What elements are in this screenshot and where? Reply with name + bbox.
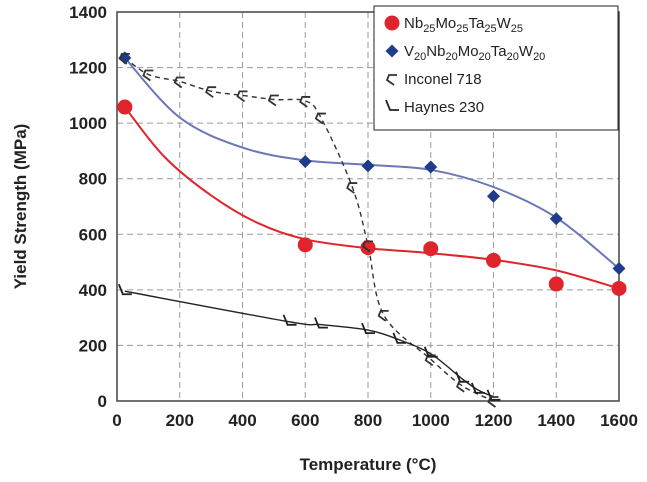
circle-marker (298, 237, 313, 252)
y-tick-label: 0 (98, 392, 107, 411)
check-marker (472, 383, 485, 393)
circle-marker (549, 277, 564, 292)
x-tick-label: 600 (291, 411, 319, 430)
y-tick-label: 1000 (69, 114, 107, 133)
fit-curve (125, 107, 619, 289)
diamond-marker (362, 159, 375, 172)
y-tick-label: 200 (79, 336, 107, 355)
x-tick-label: 400 (228, 411, 256, 430)
y-tick-labels: 0 200 400 600 800 1000 1200 1400 (69, 3, 107, 411)
circle-marker (117, 100, 132, 115)
check-marker (456, 372, 469, 382)
hook-marker (143, 71, 153, 81)
diamond-marker (299, 155, 312, 168)
y-tick-label: 600 (79, 225, 107, 244)
y-tick-label: 400 (79, 281, 107, 300)
hook-marker (206, 87, 216, 97)
x-tick-label: 1400 (537, 411, 575, 430)
circle-marker (486, 253, 501, 268)
y-axis-title: Yield Strength (MPa) (11, 124, 30, 290)
legend-label: Haynes 230 (404, 99, 484, 116)
x-tick-label: 1600 (600, 411, 638, 430)
circle-marker (385, 16, 400, 31)
x-tick-label: 200 (166, 411, 194, 430)
circle-marker (612, 281, 627, 296)
hook-marker (457, 382, 467, 392)
y-tick-label: 1400 (69, 3, 107, 22)
x-tick-label: 0 (112, 411, 121, 430)
y-tick-label: 800 (79, 170, 107, 189)
y-tick-label: 1200 (69, 59, 107, 78)
circle-marker (423, 241, 438, 256)
check-marker (315, 318, 328, 328)
circle-marker (361, 240, 376, 255)
diamond-marker (487, 190, 500, 203)
x-tick-label: 1200 (475, 411, 513, 430)
hook-marker (316, 114, 326, 124)
legend-label: Inconel 718 (404, 71, 482, 88)
x-tick-label: 800 (354, 411, 382, 430)
x-tick-label: 1000 (412, 411, 450, 430)
x-axis-title: Temperature (°C) (300, 455, 437, 474)
hook-marker (269, 96, 279, 106)
legend: Nb25Mo25Ta25W25V20Nb20Mo20Ta20W20Inconel… (374, 6, 618, 130)
x-tick-labels: 0 200 400 600 800 1000 1200 1400 1600 (112, 411, 638, 430)
